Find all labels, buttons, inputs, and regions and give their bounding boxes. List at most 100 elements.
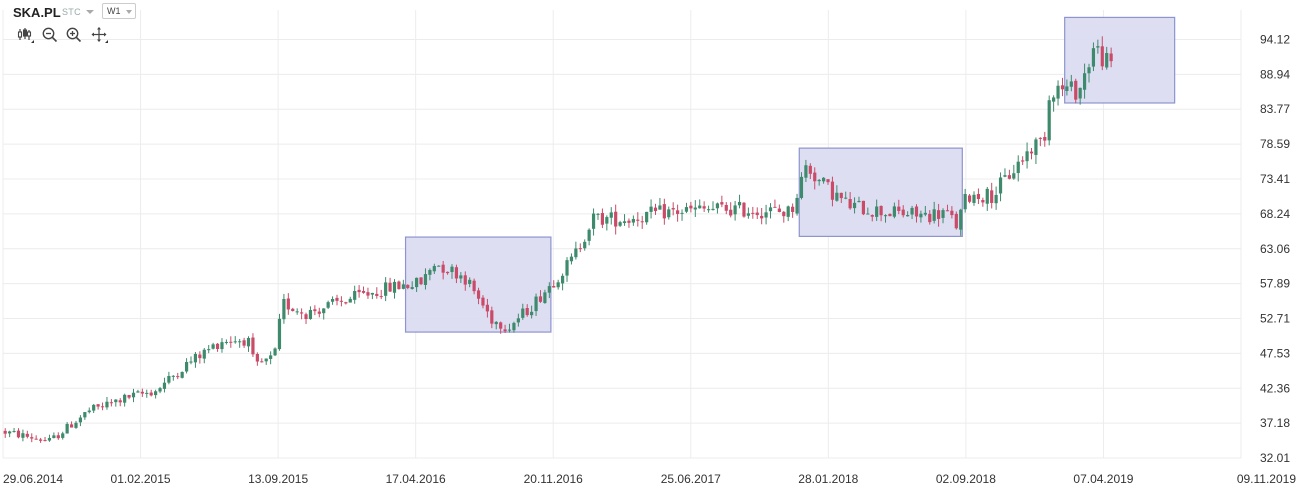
date-tick-label: 29.06.2014 [3,472,63,486]
candle-body [737,201,742,206]
candle-body [751,212,755,214]
candle-body [768,207,773,212]
candle-body [158,388,162,392]
candle-body [490,310,494,324]
highlight-boxes [404,16,1176,333]
candle-body [304,314,308,320]
candle-body [1078,87,1082,99]
interval-label: W1 [107,6,121,16]
candle-body [291,308,295,312]
candle-body [123,394,127,403]
candle-body [777,208,781,212]
candle-body [614,211,618,227]
chevron-down-icon[interactable] [86,10,94,14]
candle-body [242,340,246,346]
candle-body [556,282,560,288]
candle-body [839,192,843,199]
candle-body [773,206,777,208]
candle-body [140,391,144,394]
candle-body [1109,53,1113,62]
candle-body [512,322,516,331]
candle-body [410,287,414,289]
candle-body [1105,53,1109,68]
candle-body [879,205,883,216]
candle-body [215,343,220,349]
date-tick-label: 09.11.2019 [1237,472,1296,486]
candle-body [1091,48,1096,67]
candle-body [618,222,622,226]
candle-body [299,312,304,314]
candle-body [317,311,321,314]
price-tick-label: 83.77 [1260,102,1290,116]
candle-body [282,298,286,320]
candle-body [786,206,790,217]
candle-body [136,391,140,393]
price-tick-label: 78.59 [1260,137,1290,151]
candle-body [476,290,481,299]
candle-body [883,215,888,217]
candle-body [264,358,268,362]
candle-body [25,433,29,437]
date-axis[interactable]: 29.06.2014 01.02.2015 13.09.2015 17.04.2016… [3,472,1296,486]
pan-icon[interactable] [90,26,108,44]
candle-body [198,354,202,359]
candle-body [645,211,649,223]
candle-body [720,202,724,205]
candle-body [463,275,467,285]
price-axis[interactable]: 32.01 37.18 42.36 47.53 52.71 57.89 63.06 68.24… [1260,33,1290,465]
candle-body [901,209,905,216]
chart-toolbar: SKA.PL STC W1 [0,0,300,50]
candle-body [667,209,671,218]
candle-body [835,192,839,201]
candlestick-options-icon[interactable] [16,26,34,44]
candle-body [379,296,383,298]
zoom-in-icon[interactable] [65,26,83,44]
candle-body [565,260,569,276]
candle-body [715,203,720,209]
candle-body [353,291,357,300]
candles [3,36,1113,443]
interval-selector[interactable]: W1 [102,3,136,19]
candle-body [361,290,366,293]
candle-body [764,212,768,218]
candle-body [689,205,693,209]
price-tick-label: 73.41 [1260,172,1290,186]
zoom-out-icon[interactable] [41,26,59,44]
candle-body [39,439,43,441]
candle-body [145,392,149,394]
date-tick-label: 17.04.2016 [386,472,446,486]
candle-body [167,375,171,383]
candle-body [485,304,489,312]
candle-body [109,402,113,404]
candle-body [1060,85,1065,90]
candle-body [441,264,445,273]
candle-body [437,265,441,267]
candle-body [600,213,605,225]
candle-body [791,206,795,213]
candle-body [976,194,981,200]
candle-body [61,433,65,438]
candle-body [65,423,69,434]
candle-body [985,188,989,204]
highlight-box [404,236,552,333]
candle-body [746,213,750,216]
candle-body [906,215,910,217]
candle-body [547,286,551,293]
candle-body [826,179,830,183]
candle-body [255,353,259,362]
candle-body [702,206,706,209]
candle-body [1038,137,1042,139]
candle-body [401,284,405,289]
candle-body [1012,173,1016,179]
candle-body [990,190,994,203]
candle-body [184,361,189,372]
candle-body [286,298,290,310]
chart-type-selector[interactable]: STC [62,7,81,17]
candle-body [998,177,1003,194]
candle-body [813,172,817,182]
candle-body [684,207,689,212]
candle-body [246,337,251,347]
candle-body [755,212,759,216]
price-tick-label: 94.12 [1260,33,1290,47]
